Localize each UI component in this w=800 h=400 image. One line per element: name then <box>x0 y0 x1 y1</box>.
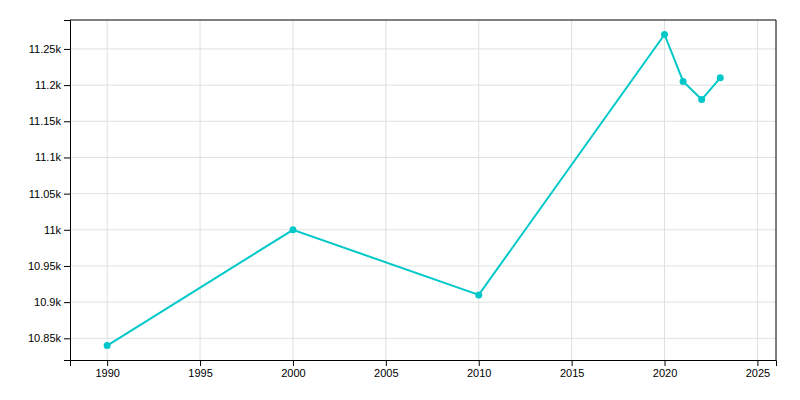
grid-line-x <box>292 20 293 360</box>
grid-line-x <box>664 20 665 360</box>
grid-line-y <box>70 265 776 266</box>
frame-right <box>776 20 777 360</box>
grid-line-x <box>107 20 108 360</box>
tick-label: 11.25k <box>29 43 62 55</box>
grid <box>70 20 776 360</box>
tick: 11k <box>44 224 70 236</box>
tick: 2025 <box>746 360 770 379</box>
chart: 1990199520002005201020152020202510.85k10… <box>0 0 800 400</box>
tick-mark <box>64 266 70 267</box>
tick-label: 2010 <box>467 367 491 379</box>
frame <box>70 20 776 360</box>
axis-line <box>71 361 777 367</box>
tick: 2000 <box>281 360 305 379</box>
tick-mark <box>200 360 201 366</box>
tick: 11.1k <box>35 151 70 163</box>
tick: 11.2k <box>35 79 70 91</box>
x-axis: 1990 1995 2000 2005 2010 2015 2020 2025 <box>71 360 777 379</box>
point <box>717 74 724 81</box>
tick-mark <box>757 360 758 366</box>
axis-line <box>64 21 71 361</box>
plot: 1990199520002005201020152020202510.85k10… <box>28 20 777 379</box>
point <box>289 226 296 233</box>
grid-line-x <box>571 20 572 360</box>
tick-mark <box>64 157 70 158</box>
tick-label: 1995 <box>188 367 212 379</box>
point <box>661 31 668 38</box>
tick: 2020 <box>653 360 677 379</box>
point <box>698 96 705 103</box>
tick-label: 11.1k <box>35 151 62 163</box>
tick-label: 2000 <box>281 367 305 379</box>
tick-mark <box>64 194 70 195</box>
tick-label: 2020 <box>653 367 677 379</box>
tick-mark <box>665 360 666 366</box>
tick-label: 11.2k <box>35 79 62 91</box>
tick-mark <box>64 49 70 50</box>
tick-label: 2005 <box>374 367 398 379</box>
tick-mark <box>386 360 387 366</box>
grid-line-y <box>70 121 776 122</box>
grid-line-x <box>478 20 479 360</box>
grid-line-y <box>70 193 776 194</box>
grid-line-y <box>70 229 776 230</box>
tick: 1995 <box>188 360 212 379</box>
tick: 10.9k <box>34 296 70 308</box>
tick-mark <box>64 338 70 339</box>
grid-line-x <box>757 20 758 360</box>
tick: 10.85k <box>28 332 70 344</box>
tick-label: 2015 <box>560 367 584 379</box>
tick-mark <box>64 302 70 303</box>
tick-mark <box>64 121 70 122</box>
tick-mark <box>107 360 108 366</box>
grid-line-y <box>70 85 776 86</box>
tick-label: 11.15k <box>29 115 62 127</box>
point <box>104 342 111 349</box>
tick-mark <box>64 230 70 231</box>
tick-label: 11.05k <box>29 188 62 200</box>
tick-label: 10.95k <box>28 260 62 272</box>
tick-label: 11k <box>44 224 61 236</box>
grid-line-y <box>70 157 776 158</box>
tick: 1990 <box>95 360 119 379</box>
tick: 11.05k <box>29 188 70 200</box>
tick-label: 1990 <box>95 367 119 379</box>
tick-mark <box>479 360 480 366</box>
series <box>104 31 724 349</box>
tick: 2015 <box>560 360 584 379</box>
grid-line-x <box>200 20 201 360</box>
tick-mark <box>293 360 294 366</box>
point <box>680 78 687 85</box>
grid-line-x <box>385 20 386 360</box>
point <box>475 291 482 298</box>
tick-mark <box>64 85 70 86</box>
tick: 10.95k <box>28 260 70 272</box>
grid-line-y <box>70 338 776 339</box>
tick-label: 10.85k <box>28 332 62 344</box>
tick-label: 2025 <box>746 367 770 379</box>
tick: 11.25k <box>29 43 70 55</box>
frame-top <box>70 20 776 21</box>
tick-label: 10.9k <box>34 296 61 308</box>
tick: 2005 <box>374 360 398 379</box>
tick: 2010 <box>467 360 491 379</box>
y-axis: 10.85k 10.9k 10.95k 11k 11.05k 11.1k 11.15k 11.… <box>28 21 71 361</box>
tick: 11.15k <box>29 115 70 127</box>
tick-mark <box>572 360 573 366</box>
line <box>107 34 720 345</box>
